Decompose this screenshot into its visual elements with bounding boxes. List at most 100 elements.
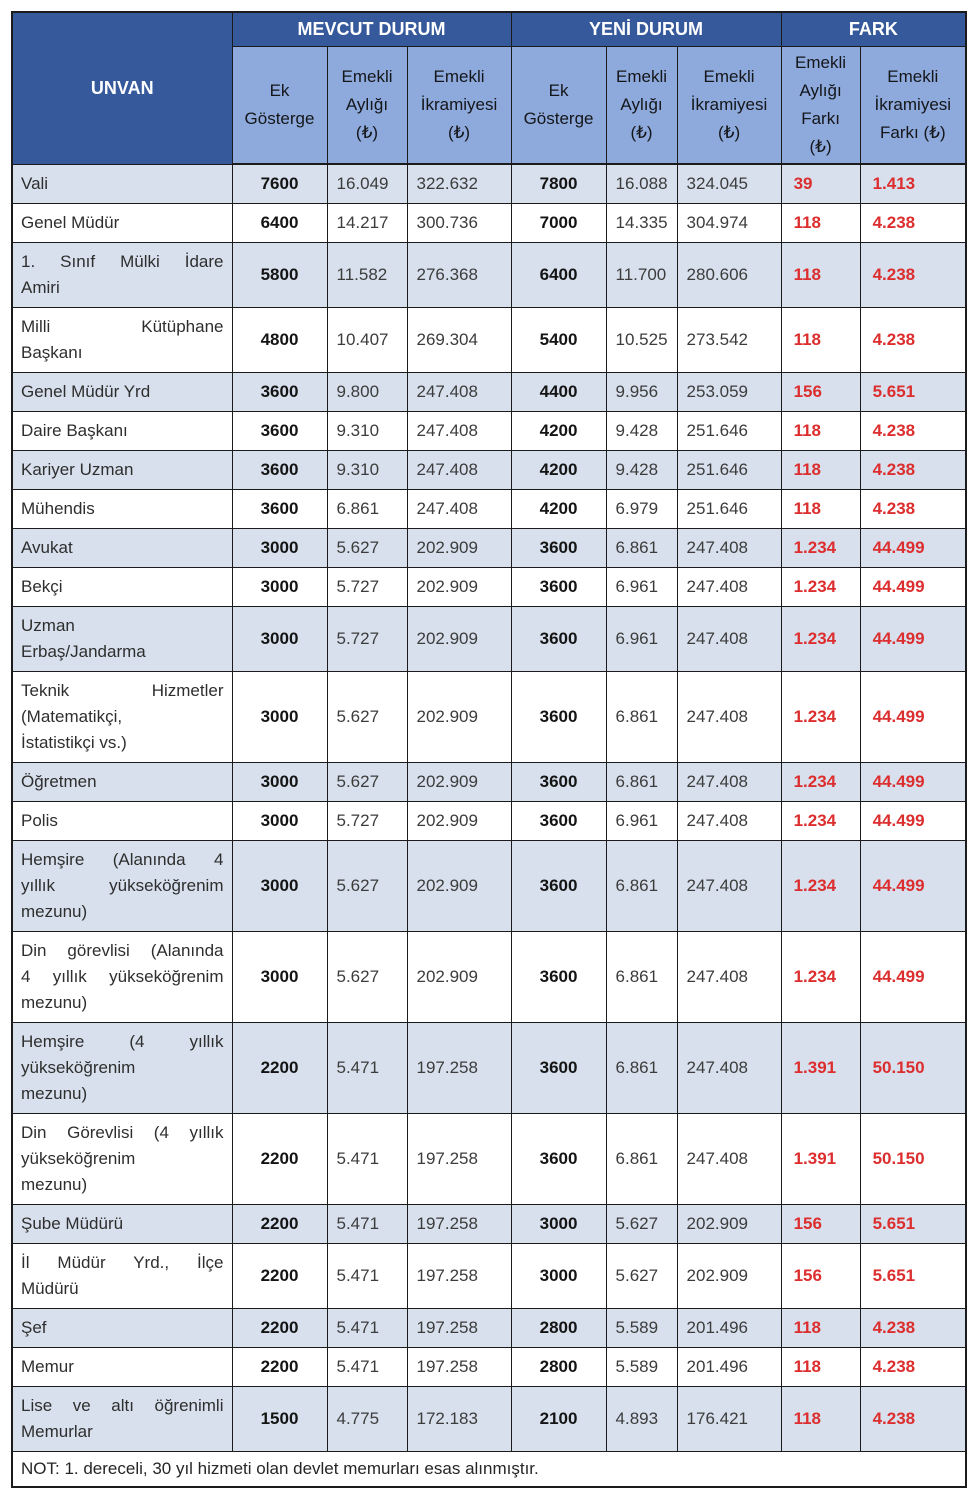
yeni-emekli-ikramiyesi-cell: 251.646 (676, 411, 782, 451)
mevcut-emekli-ayligi-cell: 11.582 (326, 242, 408, 308)
fark-emekli-ayligi-cell: 1.391 (780, 1113, 861, 1205)
yeni-emekli-ayligi-cell: 11.700 (605, 242, 678, 308)
fark-emekli-ikramiyesi-cell: 44.499 (859, 931, 967, 1023)
table-header: UNVAN MEVCUT DURUM YENİ DURUM FARK Ek Gö… (11, 11, 967, 165)
yeni-emekli-ikramiyesi-cell: 304.974 (676, 203, 782, 243)
mevcut-emekli-ikramiyesi-cell: 247.408 (406, 372, 512, 412)
fark-emekli-ayligi-cell: 118 (780, 242, 861, 308)
yeni-emekli-ikramiyesi-cell: 247.408 (676, 671, 782, 763)
mevcut-ek-gosterge-cell: 2200 (231, 1113, 328, 1205)
yeni-emekli-ayligi-cell: 9.428 (605, 450, 678, 490)
table-row: Kariyer Uzman 3600 9.310 247.408 4200 9.428 25… (11, 450, 967, 490)
subheader-yeni-emekli-ikramiyesi: Emekli İkramiyesi (₺) (676, 45, 782, 165)
yeni-emekli-ikramiyesi-cell: 247.408 (676, 567, 782, 607)
note-row: NOT: 1. dereceli, 30 yıl hizmeti olan de… (11, 1451, 967, 1488)
table-footer: NOT: 1. dereceli, 30 yıl hizmeti olan de… (11, 1451, 967, 1488)
yeni-emekli-ikramiyesi-cell: 202.909 (676, 1243, 782, 1309)
yeni-emekli-ikramiyesi-cell: 253.059 (676, 372, 782, 412)
yeni-emekli-ikramiyesi-cell: 176.421 (676, 1386, 782, 1452)
unvan-cell: 1. Sınıf Mülki İdare Amiri (11, 242, 233, 308)
subheader-mevcut-emekli-ikramiyesi: Emekli İkramiyesi (₺) (406, 45, 512, 165)
table-row: Uzman Erbaş/Jandarma 3000 5.727 202.909 3600 6… (11, 606, 967, 672)
fark-emekli-ikramiyesi-cell: 5.651 (859, 1243, 967, 1309)
unvan-cell: Mühendis (11, 489, 233, 529)
table-row: Hemşire (4 yıllık yükseköğrenim mezunu) 220… (11, 1022, 967, 1114)
fark-emekli-ayligi-cell: 156 (780, 372, 861, 412)
yeni-emekli-ayligi-cell: 16.088 (605, 163, 678, 204)
mevcut-emekli-ayligi-cell: 5.471 (326, 1204, 408, 1244)
subheader-yeni-emekli-ayligi: Emekli Aylığı (₺) (605, 45, 678, 165)
mevcut-emekli-ayligi-cell: 10.407 (326, 307, 408, 373)
fark-emekli-ayligi-cell: 39 (780, 163, 861, 204)
yeni-ek-gosterge-cell: 3600 (510, 567, 607, 607)
yeni-ek-gosterge-cell: 3600 (510, 671, 607, 763)
mevcut-emekli-ikramiyesi-cell: 197.258 (406, 1113, 512, 1205)
yeni-emekli-ayligi-cell: 6.961 (605, 606, 678, 672)
mevcut-ek-gosterge-cell: 3000 (231, 931, 328, 1023)
fark-emekli-ikramiyesi-cell: 50.150 (859, 1113, 967, 1205)
subheader-yeni-ek-gosterge: Ek Gösterge (510, 45, 607, 165)
mevcut-emekli-ayligi-cell: 5.471 (326, 1113, 408, 1205)
mevcut-ek-gosterge-cell: 2200 (231, 1022, 328, 1114)
yeni-ek-gosterge-cell: 4400 (510, 372, 607, 412)
fark-emekli-ikramiyesi-cell: 4.238 (859, 489, 967, 529)
mevcut-ek-gosterge-cell: 3600 (231, 450, 328, 490)
unvan-cell: Milli Kütüphane Başkanı (11, 307, 233, 373)
yeni-emekli-ayligi-cell: 14.335 (605, 203, 678, 243)
unvan-cell: Teknik Hizmetler (Matematikçi, İstatistikç… (11, 671, 233, 763)
fark-emekli-ayligi-cell: 118 (780, 203, 861, 243)
yeni-ek-gosterge-cell: 2100 (510, 1386, 607, 1452)
yeni-emekli-ikramiyesi-cell: 251.646 (676, 450, 782, 490)
mevcut-emekli-ayligi-cell: 5.627 (326, 671, 408, 763)
mevcut-ek-gosterge-cell: 3600 (231, 489, 328, 529)
mevcut-emekli-ikramiyesi-cell: 247.408 (406, 489, 512, 529)
mevcut-ek-gosterge-cell: 2200 (231, 1308, 328, 1348)
unvan-cell: Din görevlisi (Alanında 4 yıllık yükseköğ… (11, 931, 233, 1023)
mevcut-ek-gosterge-cell: 4800 (231, 307, 328, 373)
unvan-cell: Şube Müdürü (11, 1204, 233, 1244)
mevcut-emekli-ikramiyesi-cell: 202.909 (406, 671, 512, 763)
yeni-emekli-ayligi-cell: 5.627 (605, 1243, 678, 1309)
mevcut-emekli-ayligi-cell: 5.627 (326, 931, 408, 1023)
mevcut-emekli-ikramiyesi-cell: 202.909 (406, 931, 512, 1023)
fark-emekli-ikramiyesi-cell: 4.238 (859, 1308, 967, 1348)
yeni-ek-gosterge-cell: 5400 (510, 307, 607, 373)
subheader-fark-emekli-ayligi: Emekli Aylığı Farkı (₺) (780, 45, 861, 165)
unvan-cell: Bekçi (11, 567, 233, 607)
table-row: Genel Müdür Yrd 3600 9.800 247.408 4400 9.956… (11, 372, 967, 412)
yeni-emekli-ayligi-cell: 9.956 (605, 372, 678, 412)
yeni-ek-gosterge-cell: 3600 (510, 931, 607, 1023)
fark-emekli-ayligi-cell: 1.234 (780, 931, 861, 1023)
mevcut-ek-gosterge-cell: 5800 (231, 242, 328, 308)
yeni-emekli-ayligi-cell: 6.861 (605, 1022, 678, 1114)
unvan-cell: Öğretmen (11, 762, 233, 802)
mevcut-emekli-ikramiyesi-cell: 197.258 (406, 1022, 512, 1114)
fark-emekli-ikramiyesi-cell: 4.238 (859, 1386, 967, 1452)
yeni-ek-gosterge-cell: 3600 (510, 606, 607, 672)
mevcut-emekli-ikramiyesi-cell: 202.909 (406, 762, 512, 802)
mevcut-emekli-ikramiyesi-cell: 202.909 (406, 567, 512, 607)
mevcut-emekli-ayligi-cell: 5.627 (326, 762, 408, 802)
mevcut-ek-gosterge-cell: 3000 (231, 567, 328, 607)
yeni-emekli-ikramiyesi-cell: 324.045 (676, 163, 782, 204)
mevcut-emekli-ikramiyesi-cell: 197.258 (406, 1308, 512, 1348)
mevcut-emekli-ikramiyesi-cell: 322.632 (406, 163, 512, 204)
yeni-emekli-ikramiyesi-cell: 201.496 (676, 1308, 782, 1348)
mevcut-emekli-ikramiyesi-cell: 202.909 (406, 840, 512, 932)
fark-emekli-ikramiyesi-cell: 4.238 (859, 203, 967, 243)
mevcut-emekli-ikramiyesi-cell: 276.368 (406, 242, 512, 308)
fark-emekli-ayligi-cell: 118 (780, 1347, 861, 1387)
mevcut-emekli-ayligi-cell: 5.471 (326, 1347, 408, 1387)
fark-emekli-ikramiyesi-cell: 4.238 (859, 411, 967, 451)
fark-emekli-ikramiyesi-cell: 44.499 (859, 528, 967, 568)
mevcut-ek-gosterge-cell: 3000 (231, 840, 328, 932)
header-sub-row: Ek Gösterge Emekli Aylığı (₺) Emekli İkr… (12, 45, 967, 165)
salary-comparison-table: UNVAN MEVCUT DURUM YENİ DURUM FARK Ek Gö… (11, 11, 968, 1488)
unvan-cell: Daire Başkanı (11, 411, 233, 451)
yeni-emekli-ayligi-cell: 6.979 (605, 489, 678, 529)
yeni-emekli-ikramiyesi-cell: 247.408 (676, 801, 782, 841)
unvan-cell: Polis (11, 801, 233, 841)
yeni-ek-gosterge-cell: 7800 (510, 163, 607, 204)
unvan-cell: Şef (11, 1308, 233, 1348)
fark-emekli-ikramiyesi-cell: 4.238 (859, 242, 967, 308)
